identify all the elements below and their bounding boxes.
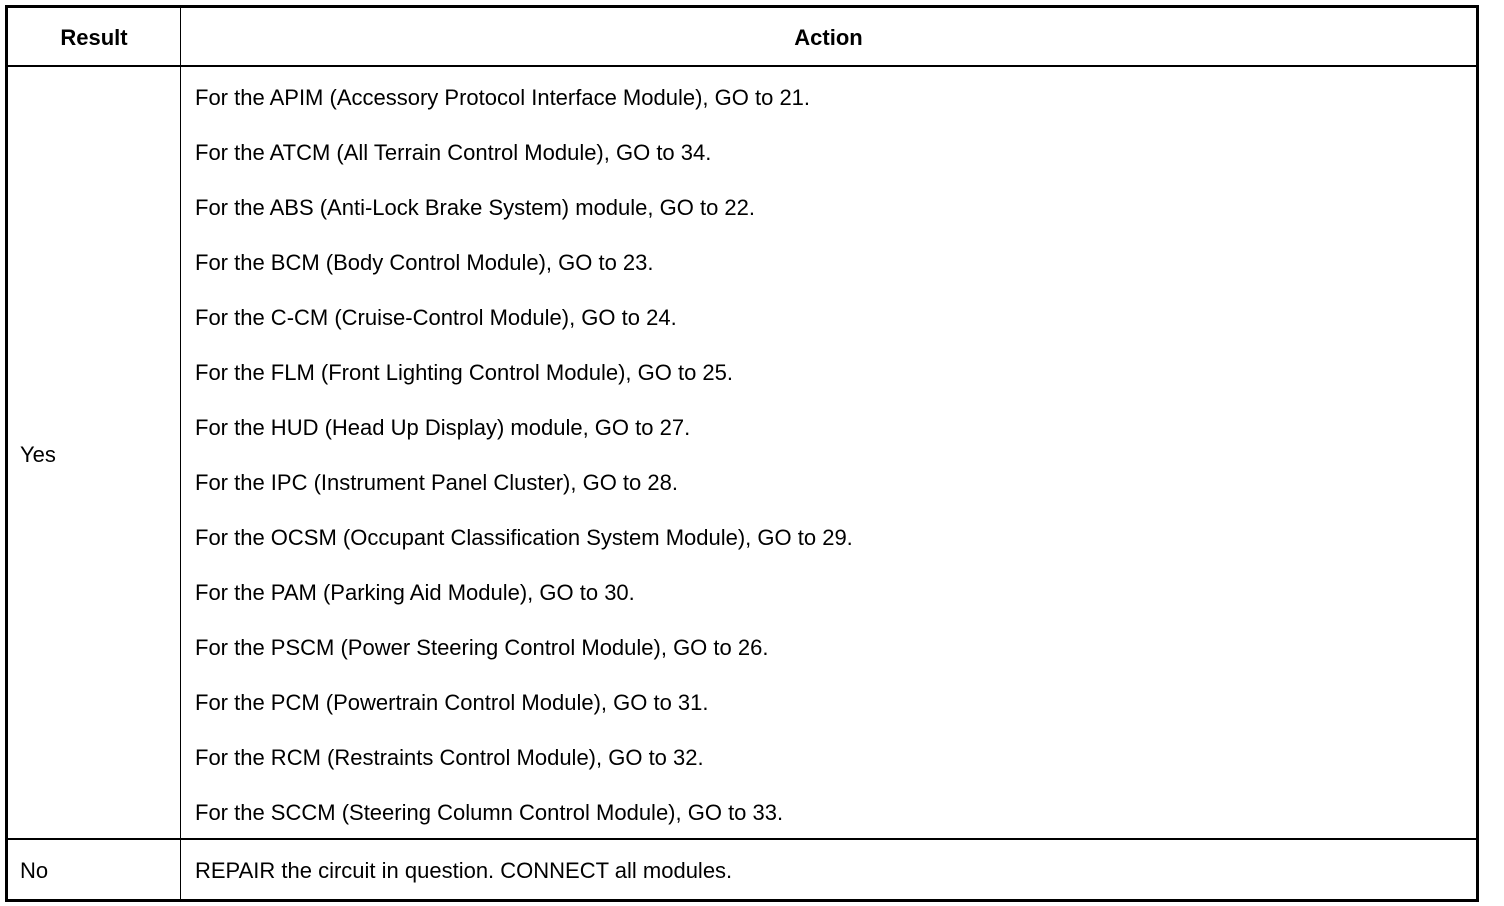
action-line: For the SCCM (Steering Column Control Mo… [195,800,784,825]
action-line: For the PSCM (Power Steering Control Mod… [195,635,769,660]
action-line: For the OCSM (Occupant Classification Sy… [195,525,853,550]
header-divider [8,65,1476,67]
header-action: Action [794,25,863,50]
action-line: For the ATCM (All Terrain Control Module… [195,140,712,165]
action-line: For the C-CM (Cruise-Control Module), GO… [195,305,677,330]
result-yes: Yes [20,442,56,467]
action-line: For the BCM (Body Control Module), GO to… [195,250,654,275]
action-line: For the ABS (Anti-Lock Brake System) mod… [195,195,756,220]
action-line: REPAIR the circuit in question. CONNECT … [195,858,733,883]
action-line: For the PAM (Parking Aid Module), GO to … [195,580,635,605]
action-line: For the HUD (Head Up Display) module, GO… [195,415,691,440]
action-line: For the FLM (Front Lighting Control Modu… [195,360,734,385]
action-line: For the IPC (Instrument Panel Cluster), … [195,470,678,495]
column-divider [180,8,181,899]
result-action-table: Result Action Yes For the APIM (Accessor… [5,5,1479,902]
result-no: No [20,858,49,883]
action-line: For the RCM (Restraints Control Module),… [195,745,704,770]
action-line: For the PCM (Powertrain Control Module),… [195,690,709,715]
header-result: Result [60,25,128,50]
action-line: For the APIM (Accessory Protocol Interfa… [195,85,811,110]
row-divider [8,838,1476,840]
